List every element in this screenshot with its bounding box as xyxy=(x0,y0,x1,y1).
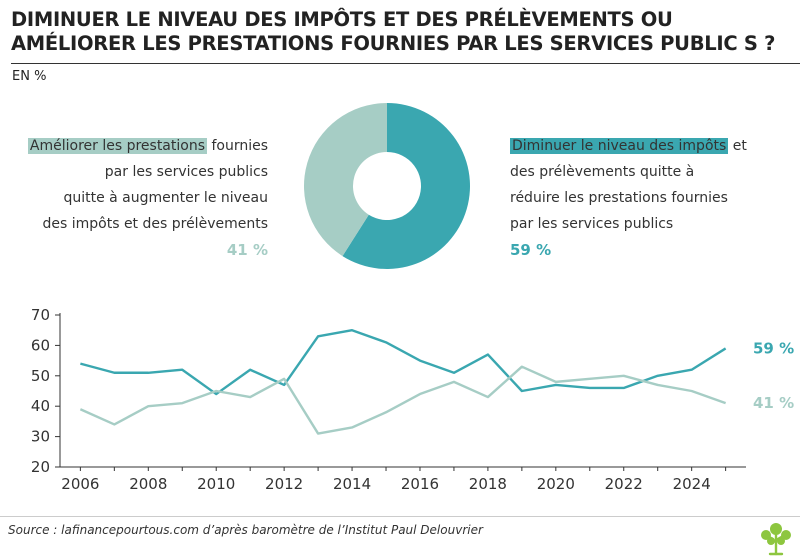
x-tick-label: 2022 xyxy=(605,475,643,493)
option-right-line3: réduire les prestations fournies xyxy=(510,190,728,206)
x-tick-label: 2008 xyxy=(129,475,167,493)
chart-title: DIMINUER LE NIVEAU DES IMPÔTS ET DES PRÉ… xyxy=(11,8,791,56)
x-tick-label: 2018 xyxy=(469,475,507,493)
title-line-2: AMÉLIORER LES PRESTATIONS FOURNIES PAR L… xyxy=(11,32,776,55)
option-right-line2: des prélèvements quitte à xyxy=(510,164,695,180)
x-tick-label: 2012 xyxy=(265,475,303,493)
option-left-line3: quitte à augmenter le niveau xyxy=(63,190,268,206)
donut-chart xyxy=(304,103,470,269)
x-tick-label: 2014 xyxy=(333,475,371,493)
option-right-line1-rest: et xyxy=(728,138,747,154)
option-left-line4: des impôts et des prélèvements xyxy=(42,216,268,232)
y-tick-label: 50 xyxy=(31,367,50,385)
option-right: Diminuer le niveau des impôts et des pré… xyxy=(510,133,800,263)
source-note: Source : lafinancepourtous.com d’après b… xyxy=(8,523,483,537)
unit-label: EN % xyxy=(12,69,47,84)
series-line-ameliorer xyxy=(79,365,727,435)
option-left-pct: 41 % xyxy=(226,241,268,259)
title-divider xyxy=(11,63,800,64)
x-tick-label: 2016 xyxy=(401,475,439,493)
y-tick-label: 60 xyxy=(31,336,50,354)
option-left: Améliorer les prestations fournies par l… xyxy=(10,133,268,263)
option-right-pct: 59 % xyxy=(510,241,552,259)
x-tick-label: 2010 xyxy=(197,475,235,493)
y-tick-label: 40 xyxy=(31,397,50,415)
footer-divider xyxy=(0,516,800,517)
y-tick-label: 20 xyxy=(31,458,50,476)
pie-slice-diminuer xyxy=(342,103,470,269)
series-end-label: 59 % xyxy=(753,339,794,357)
option-right-highlight: Diminuer le niveau des impôts xyxy=(510,138,729,154)
y-tick-label: 30 xyxy=(31,428,50,446)
series-end-label: 41 % xyxy=(753,394,794,412)
title-line-1: DIMINUER LE NIVEAU DES IMPÔTS ET DES PRÉ… xyxy=(11,8,673,31)
pie-slice-ameliorer xyxy=(304,103,387,257)
x-tick-label: 2024 xyxy=(673,475,711,493)
y-tick-label: 70 xyxy=(31,306,50,324)
option-right-line4: par les services publics xyxy=(510,216,674,232)
tree-logo-icon xyxy=(761,523,791,556)
x-tick-label: 2020 xyxy=(537,475,575,493)
option-left-line1-rest: fournies xyxy=(207,138,268,154)
x-tick-label: 2006 xyxy=(61,475,99,493)
option-left-line2: par les services publics xyxy=(104,164,268,180)
line-chart: 20 30 40 50 60 70 2006 2008 2010 2012 2014 2016 2018… xyxy=(31,306,794,493)
series-line-diminuer xyxy=(80,329,727,396)
option-left-highlight: Améliorer les prestations xyxy=(27,138,207,154)
